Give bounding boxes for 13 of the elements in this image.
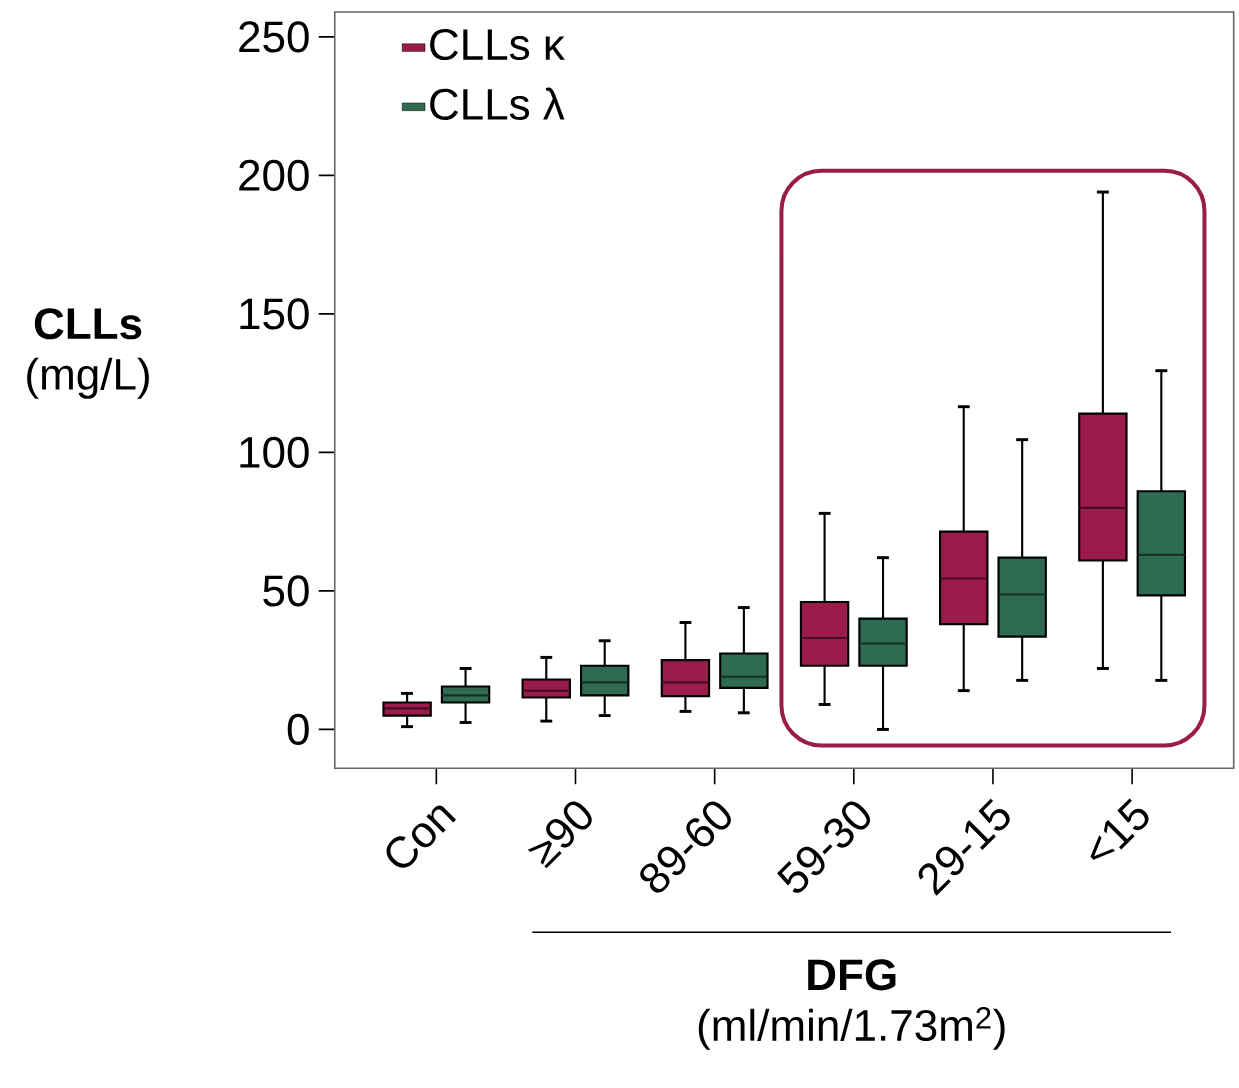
y-tick-label: 50 [263, 575, 309, 607]
x-tick-label: <15 [1090, 798, 1149, 860]
y-tick-label: 200 [239, 159, 309, 191]
x-tick-label: Con [386, 805, 457, 868]
x-tick-label: ≥90 [527, 801, 592, 869]
legend-label: CLLs κ [430, 28, 565, 60]
legend-label: CLLs λ [430, 87, 565, 120]
y-tick-label: 150 [240, 298, 309, 330]
x-axis-title: DFG (ml/min/1.73m$^{2}$) [698, 959, 1005, 1050]
y-tick-label: 100 [240, 436, 309, 468]
y-tick-label: 250 [239, 21, 309, 53]
y-axis-title: CLLs (mg/L) [27, 308, 149, 399]
y-tick-label: 0 [287, 713, 309, 745]
